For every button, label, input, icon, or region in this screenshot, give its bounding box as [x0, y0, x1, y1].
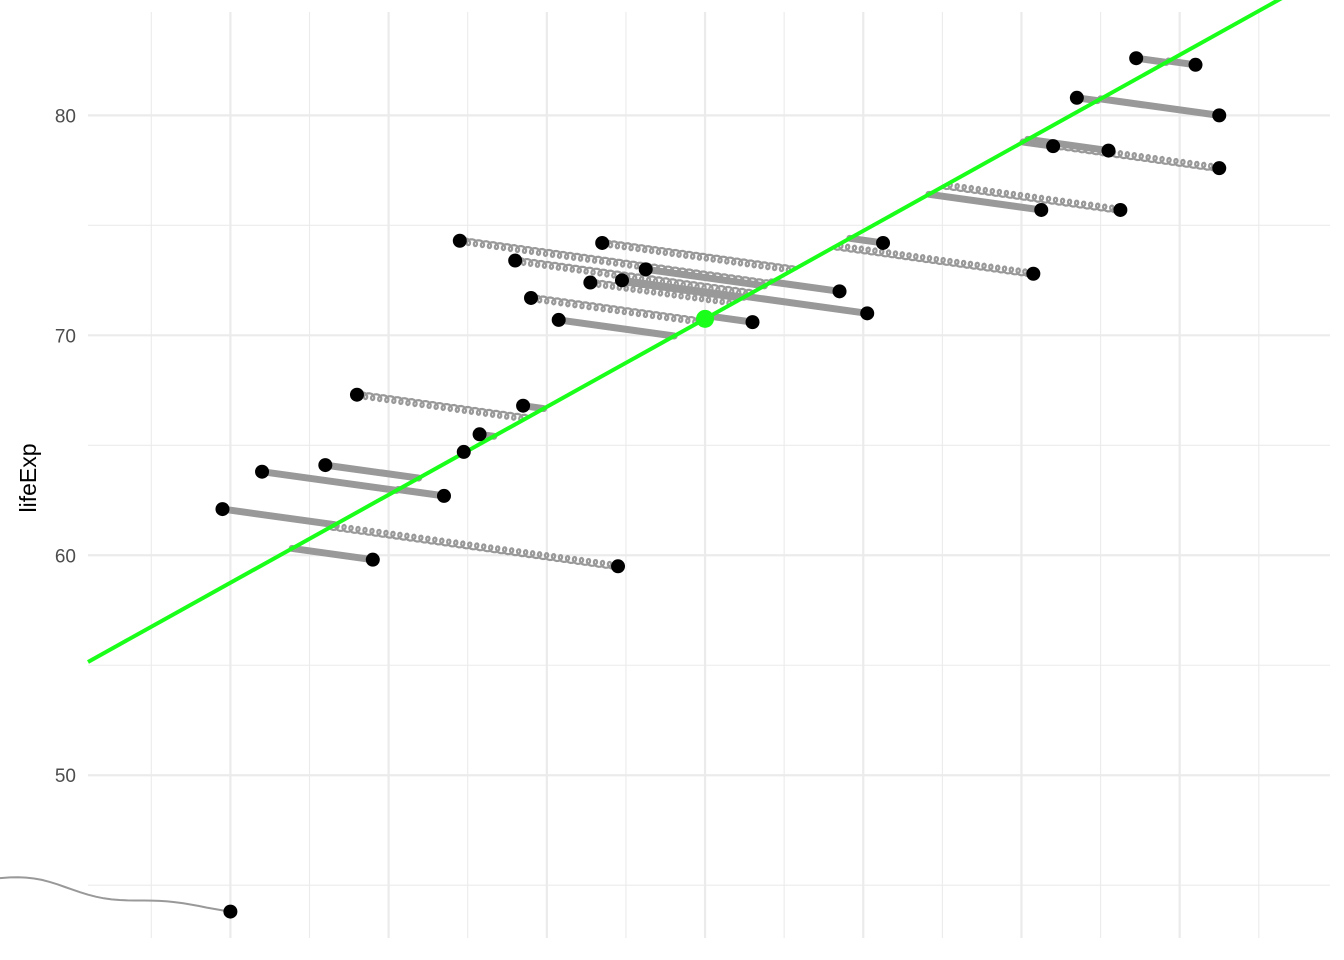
data-point	[1034, 202, 1049, 217]
data-point	[1026, 266, 1041, 281]
data-points	[215, 51, 1227, 919]
data-point	[860, 306, 875, 321]
residual-spring	[555, 316, 678, 340]
centroid-marker	[696, 309, 715, 328]
data-point	[745, 315, 760, 330]
data-point	[583, 275, 598, 290]
data-point	[1046, 139, 1061, 154]
residual-springs	[0, 54, 1223, 913]
residual-spring	[288, 544, 377, 564]
y-tick-label: 70	[55, 326, 76, 347]
data-point	[876, 235, 891, 250]
data-point	[472, 427, 487, 442]
residual-spring	[0, 876, 231, 913]
data-point	[223, 904, 238, 919]
residual-spring	[741, 292, 871, 317]
y-tick-label: 60	[55, 546, 76, 567]
centroid-point	[696, 309, 715, 328]
residual-spring	[218, 505, 339, 529]
residual-spring	[394, 486, 448, 500]
data-point	[349, 387, 364, 402]
data-point	[255, 464, 270, 479]
data-point	[456, 444, 471, 459]
residual-spring	[458, 237, 773, 288]
data-point	[611, 559, 626, 574]
data-point	[551, 312, 566, 327]
regression-line	[87, 0, 1283, 664]
residual-spring	[321, 461, 423, 482]
data-point	[1212, 161, 1227, 176]
data-point	[1129, 51, 1144, 66]
data-point	[1212, 108, 1227, 123]
data-point	[436, 488, 451, 503]
data-point	[508, 253, 523, 268]
data-point	[365, 552, 380, 567]
residual-spring	[327, 522, 620, 570]
residual-spring	[1097, 95, 1223, 119]
data-point	[516, 398, 531, 413]
residual-spring	[642, 265, 768, 290]
residual-spring	[831, 242, 1035, 278]
y-axis-title: lifeExp	[15, 443, 41, 512]
data-point	[832, 284, 847, 299]
residual-spring	[258, 468, 401, 494]
y-tick-label: 80	[55, 106, 76, 127]
data-point	[318, 458, 333, 473]
data-point	[1188, 57, 1203, 72]
data-point	[1101, 143, 1116, 158]
data-point	[595, 235, 610, 250]
residual-spring	[600, 239, 798, 274]
data-point	[524, 290, 539, 305]
residual-spring	[355, 391, 531, 422]
data-point	[1113, 202, 1128, 217]
residual-spring	[529, 294, 705, 326]
y-tick-label: 50	[55, 766, 76, 787]
residual-spring	[618, 276, 748, 301]
y-tick-labels: 50 60 70 80	[55, 106, 76, 787]
data-point	[614, 273, 629, 288]
residual-spring	[706, 312, 757, 326]
residual-spring	[925, 190, 1045, 214]
data-point	[452, 233, 467, 248]
data-point	[1069, 90, 1084, 105]
data-point	[638, 262, 653, 277]
residual-spring	[940, 181, 1122, 214]
residual-spring	[767, 278, 844, 295]
regression-line-path	[87, 0, 1283, 664]
data-point	[215, 502, 230, 517]
residual-spring	[589, 278, 739, 307]
